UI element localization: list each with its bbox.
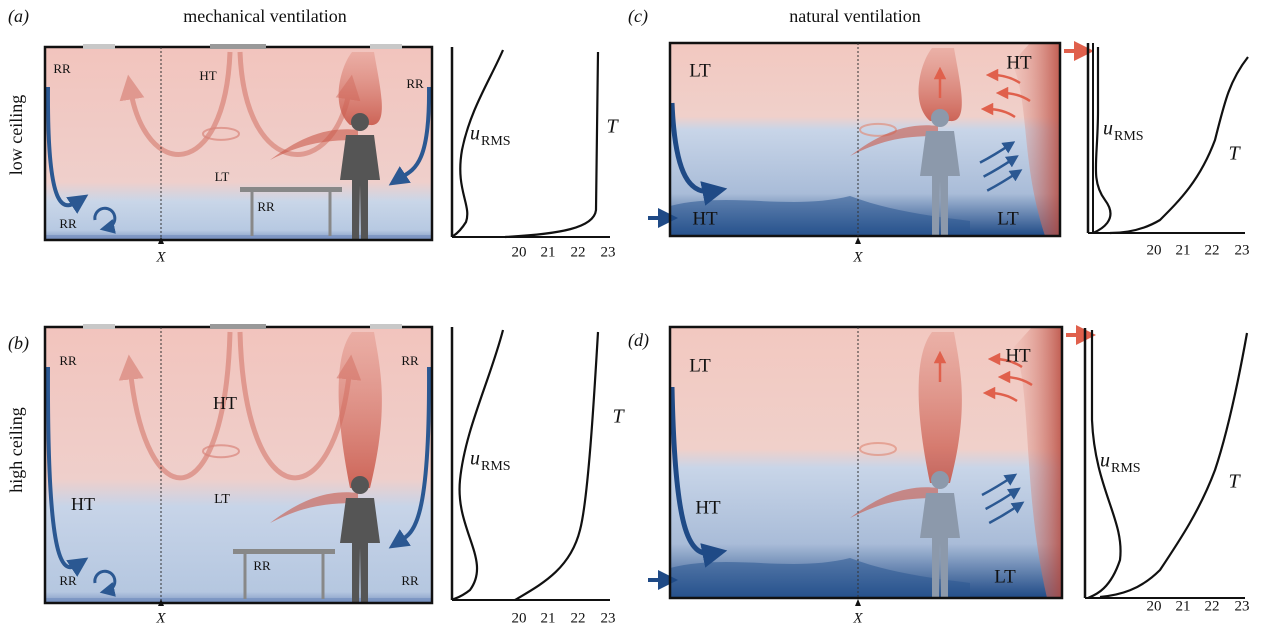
position-marker xyxy=(855,237,861,244)
table-top xyxy=(240,187,342,192)
velocity-subscript: RMS xyxy=(1111,461,1141,476)
person-head xyxy=(931,471,949,489)
region-label: LT xyxy=(997,208,1019,229)
person-head xyxy=(931,109,949,127)
tick-label: 22 xyxy=(571,244,586,260)
region-label: RR xyxy=(59,216,77,231)
velocity-subscript: RMS xyxy=(481,134,511,149)
person-head xyxy=(351,113,369,131)
tick-label: 21 xyxy=(541,244,556,260)
temperature-profile xyxy=(515,332,598,600)
region-label: RR xyxy=(257,199,275,214)
position-label: X xyxy=(155,249,166,265)
panel-label: (b) xyxy=(8,333,29,354)
row-title: high ceiling xyxy=(6,407,26,492)
tick-label: 20 xyxy=(512,244,527,260)
region-label: HT xyxy=(1005,345,1031,366)
page: {"columns": [{"title": "mechanical venti… xyxy=(0,0,1264,629)
region-label: LT xyxy=(214,492,230,507)
temperature-symbol: T xyxy=(1228,471,1241,493)
velocity-profile xyxy=(1093,47,1110,233)
person-head xyxy=(351,476,369,494)
tick-label: 23 xyxy=(1235,598,1250,614)
panel-label: (c) xyxy=(628,6,648,27)
region-label: HT xyxy=(199,68,216,83)
velocity-symbol: u xyxy=(1100,450,1110,472)
tick-label: 20 xyxy=(512,610,527,626)
tick-label: 22 xyxy=(571,610,586,626)
temperature-symbol: T xyxy=(606,116,619,138)
region-label: HT xyxy=(1006,52,1032,73)
room xyxy=(670,327,1062,598)
region-label: RR xyxy=(59,573,77,588)
tick-label: 20 xyxy=(1147,598,1162,614)
region-label: LT xyxy=(994,566,1016,587)
table-top xyxy=(233,549,335,554)
tick-label: 21 xyxy=(541,610,556,626)
tick-label: 20 xyxy=(1147,242,1162,258)
ceiling-vent xyxy=(83,325,115,329)
panel-label: (a) xyxy=(8,6,29,27)
region-label: RR xyxy=(406,76,424,91)
tick-label: 23 xyxy=(601,610,616,626)
temperature-symbol: T xyxy=(1228,143,1241,165)
row-title: low ceiling xyxy=(6,95,26,175)
figure: (a) mechanical ventilation (c) natural vent… xyxy=(0,0,1264,629)
region-label: RR xyxy=(59,353,77,368)
region-label: HT xyxy=(71,494,95,514)
region-label: LT xyxy=(689,60,711,81)
velocity-symbol: u xyxy=(470,123,480,145)
ceiling-vent xyxy=(210,45,266,49)
temperature-symbol: T xyxy=(612,406,625,428)
region-label: RR xyxy=(401,353,419,368)
velocity-symbol: u xyxy=(1103,118,1113,140)
velocity-symbol: u xyxy=(470,448,480,470)
region-label: RR xyxy=(53,61,71,76)
region-label: LT xyxy=(215,169,230,184)
velocity-subscript: RMS xyxy=(1114,129,1144,144)
tick-label: 21 xyxy=(1176,242,1191,258)
region-label: RR xyxy=(253,558,271,573)
position-label: X xyxy=(852,610,863,626)
region-label: HT xyxy=(695,497,721,518)
column-title: mechanical ventilation xyxy=(183,6,346,26)
region-label: HT xyxy=(692,208,718,229)
tick-label: 22 xyxy=(1205,598,1220,614)
position-marker xyxy=(855,599,861,606)
velocity-subscript: RMS xyxy=(481,459,511,474)
column-title: natural ventilation xyxy=(789,6,920,26)
ceiling-vent xyxy=(370,325,402,329)
position-label: X xyxy=(852,249,863,265)
temperature-profile xyxy=(505,52,598,237)
ceiling-vent xyxy=(83,45,115,49)
ceiling-vent xyxy=(210,325,266,329)
region-label: LT xyxy=(689,355,711,376)
tick-label: 23 xyxy=(1235,242,1250,258)
position-label: X xyxy=(155,610,166,626)
tick-label: 21 xyxy=(1176,598,1191,614)
ceiling-vent xyxy=(370,45,402,49)
region-label: HT xyxy=(213,393,237,413)
panel-label: (d) xyxy=(628,330,649,351)
region-label: RR xyxy=(401,573,419,588)
temperature-profile xyxy=(1110,57,1248,233)
tick-label: 23 xyxy=(601,244,616,260)
tick-label: 22 xyxy=(1205,242,1220,258)
